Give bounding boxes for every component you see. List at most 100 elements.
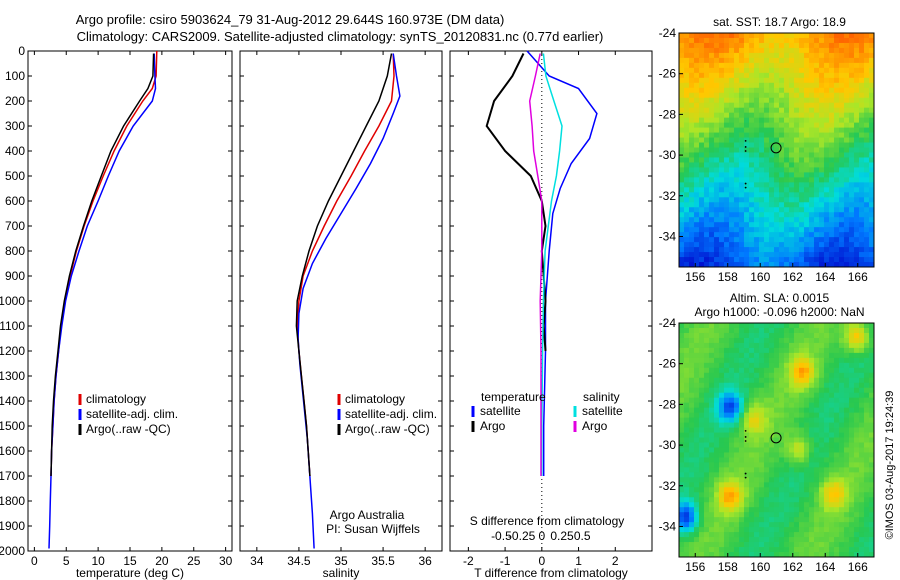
map-cell [794, 72, 800, 79]
map-cell [769, 117, 775, 124]
map-cell [729, 522, 735, 528]
map-cell [689, 552, 695, 558]
map-cell [829, 532, 835, 538]
map-cell [839, 422, 845, 428]
map-cell [734, 67, 740, 74]
map-cell [739, 257, 745, 263]
map-cell [764, 42, 770, 49]
map-cell [839, 112, 845, 119]
map-cell [809, 327, 815, 334]
map-cell [864, 342, 870, 349]
map-cell [809, 157, 815, 163]
map-cell [864, 102, 870, 109]
map-cell [854, 37, 860, 44]
map-cell [694, 517, 700, 523]
map-cell [734, 117, 740, 124]
map-cell [764, 492, 770, 498]
map-cell [729, 187, 735, 193]
map-cell [844, 392, 850, 399]
map-cell [799, 122, 805, 128]
map-cell [784, 202, 790, 208]
map-cell [794, 247, 800, 253]
map-cell [764, 247, 770, 253]
map-cell [794, 477, 800, 483]
map-cell [699, 97, 705, 104]
map-cell [694, 412, 700, 418]
map-cell [804, 87, 810, 94]
map-cell [694, 242, 700, 248]
map-cell [859, 417, 865, 423]
map-cell [699, 242, 705, 248]
map-cell [779, 542, 785, 548]
map-cell [694, 152, 700, 158]
map-cell [744, 372, 750, 379]
map-cell [769, 33, 775, 39]
map-cell [799, 162, 805, 168]
map-cell [864, 482, 870, 488]
map-cell [834, 207, 840, 213]
map-cell [684, 87, 690, 94]
map-cell [849, 202, 855, 208]
map-cell [774, 512, 780, 518]
map-cell [689, 412, 695, 418]
map-cell [784, 442, 790, 448]
map-cell [729, 507, 735, 513]
map-cell [679, 507, 685, 513]
map-cell [804, 397, 810, 404]
map-cell [789, 197, 795, 203]
map-cell [679, 87, 685, 94]
map-cell [839, 232, 845, 238]
map-cell [849, 382, 855, 389]
map-cell [839, 457, 845, 463]
map-cell [854, 122, 860, 128]
map-cell [764, 487, 770, 493]
map-cell [824, 352, 830, 359]
map-cell [844, 527, 850, 533]
map-cell [754, 547, 760, 553]
map-cell [709, 417, 715, 423]
map-cell [854, 147, 860, 153]
map-cell [784, 477, 790, 483]
map-cell [799, 247, 805, 253]
map-cell [789, 257, 795, 263]
map-cell [704, 67, 710, 74]
map-cell [814, 247, 820, 253]
map-cell [829, 87, 835, 94]
map-cell [689, 477, 695, 483]
map-cell [814, 417, 820, 423]
map-cell [684, 537, 690, 543]
map-cell [699, 517, 705, 523]
map-cell [829, 467, 835, 473]
map-cell [824, 362, 830, 369]
map-cell [779, 502, 785, 508]
map-cell [694, 387, 700, 394]
map-cell [689, 497, 695, 503]
map-cell [829, 417, 835, 423]
map-cell [689, 332, 695, 339]
map-cell [759, 147, 765, 153]
map-cell [749, 492, 755, 498]
map-cell [759, 542, 765, 548]
map-cell [749, 437, 755, 443]
y-tick-label: -34 [659, 519, 677, 533]
map-cell [779, 367, 785, 374]
map-cell [849, 247, 855, 253]
map-cell [759, 462, 765, 468]
title-line-2: Climatology: CARS2009. Satellite-adjuste… [77, 29, 604, 44]
map-cell [839, 147, 845, 153]
map-cell [849, 477, 855, 483]
map-cell [809, 397, 815, 404]
map-cell [714, 212, 720, 218]
map-cell [739, 137, 745, 143]
map-cell [794, 467, 800, 473]
map-cell [769, 527, 775, 533]
map-cell [869, 337, 875, 344]
map-cell [804, 167, 810, 173]
map-cell [799, 42, 805, 49]
map-cell [789, 542, 795, 548]
map-cell [854, 362, 860, 369]
map-cell [844, 222, 850, 228]
map-cell [844, 87, 850, 94]
map-cell [859, 482, 865, 488]
map-cell [834, 33, 840, 39]
